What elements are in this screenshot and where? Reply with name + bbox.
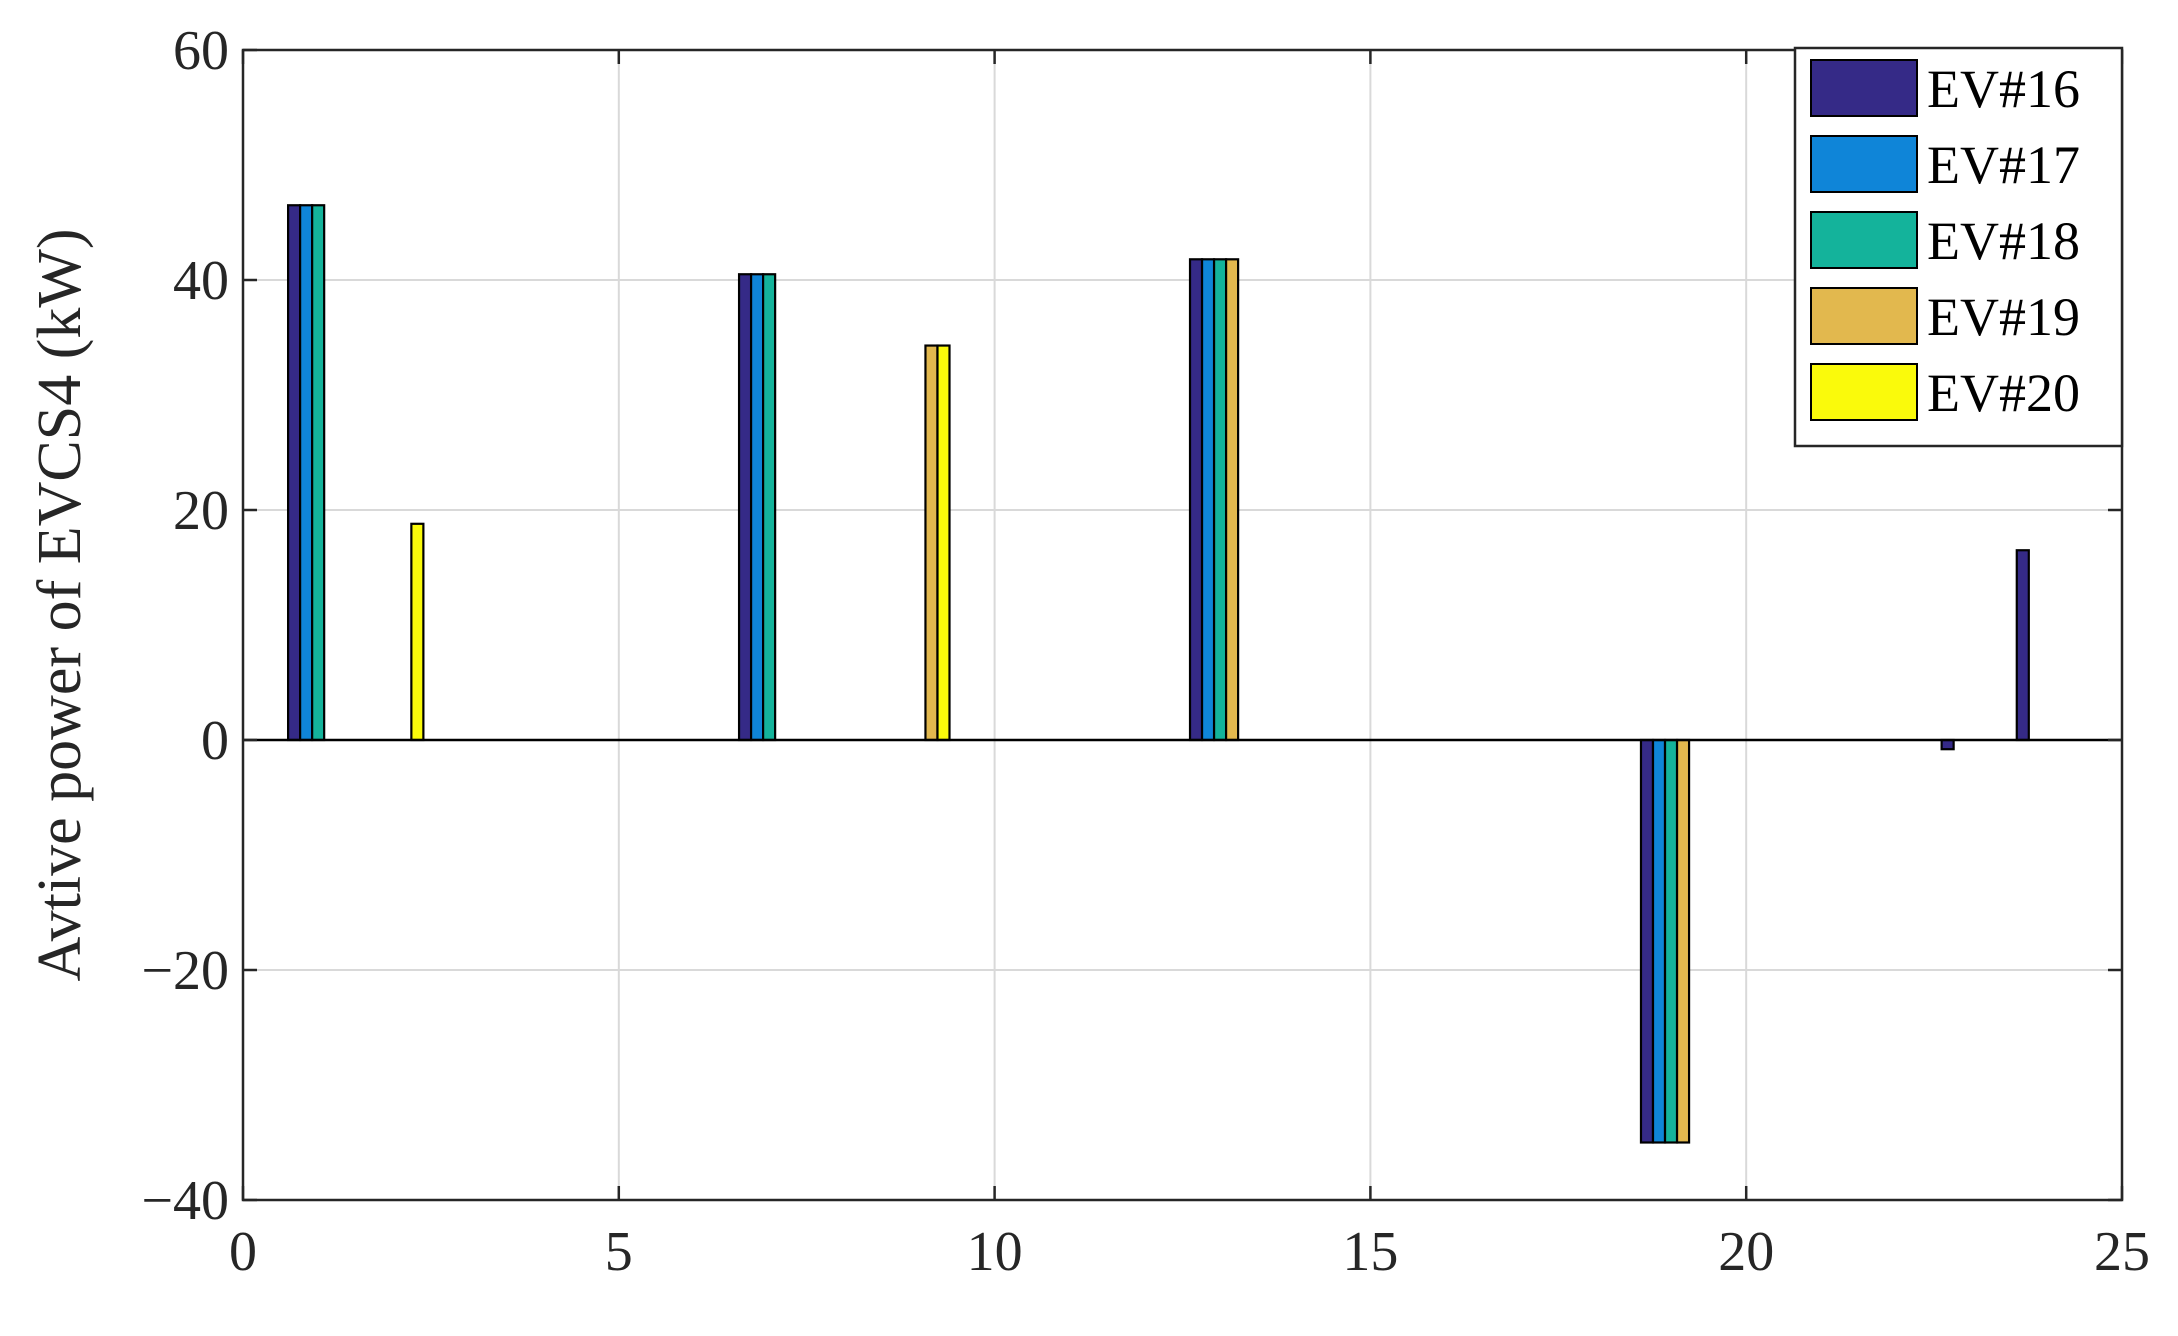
x-tick-label: 5 (605, 1221, 633, 1283)
legend-swatch-EV19 (1810, 287, 1918, 345)
legend-label-EV20: EV#20 (1927, 363, 2080, 423)
bar-EV18-x7 (762, 273, 777, 742)
plot-frame (241, 48, 2124, 1202)
y-tick-label: 0 (201, 710, 229, 772)
bar-EV17-x7 (749, 273, 765, 742)
legend-label-EV18: EV#18 (1927, 211, 2080, 271)
bar-EV16-x1 (286, 204, 302, 742)
legend-swatch-EV16 (1810, 59, 1918, 117)
bar-EV20-x9 (936, 344, 951, 742)
bar-EV18-x19 (1663, 738, 1679, 1144)
legend: EV#16 EV#17 EV#18 EV#19 EV#20 (1793, 46, 2124, 448)
x-tick-label: 20 (1718, 1221, 1774, 1283)
y-tick-label: 60 (173, 20, 229, 82)
x-tick-label: 0 (229, 1221, 257, 1283)
x-axis-ticks: 0 5 10 15 20 25 (229, 50, 2150, 1283)
x-tick-label: 10 (967, 1221, 1023, 1283)
bar-EV16-x19 (1639, 738, 1655, 1144)
bar-EV19-x13 (1224, 258, 1240, 742)
y-axis-ticks: 60 40 20 0 −20 −40 (141, 20, 2122, 1232)
legend-swatch-EV18 (1810, 211, 1918, 269)
bar-EV16-x23 (1940, 738, 1955, 751)
bars-group (286, 204, 2030, 1144)
bar-EV16-x24 (2015, 549, 2030, 742)
y-tick-label: 20 (173, 480, 229, 542)
x-tick-label: 25 (2094, 1221, 2150, 1283)
y-tick-label: 40 (173, 250, 229, 312)
bar-EV20-x2 (410, 522, 425, 742)
x-tick-label: 15 (1342, 1221, 1398, 1283)
bar-EV19-x9 (924, 344, 939, 742)
bar-EV16-x13 (1188, 258, 1204, 742)
legend-swatch-EV20 (1810, 363, 1918, 421)
bar-EV17-x1 (299, 204, 314, 742)
y-tick-label: −20 (141, 940, 229, 1002)
bar-EV16-x7 (737, 273, 753, 742)
bar-EV17-x19 (1651, 738, 1667, 1144)
bar-EV18-x1 (311, 204, 326, 742)
legend-label-EV19: EV#19 (1927, 287, 2080, 347)
legend-label-EV16: EV#16 (1927, 59, 2080, 119)
y-tick-label: −40 (141, 1170, 229, 1232)
bar-EV17-x13 (1200, 258, 1216, 742)
legend-label-EV17: EV#17 (1927, 135, 2080, 195)
bar-EV18-x13 (1212, 258, 1228, 742)
bar-EV19-x19 (1675, 738, 1691, 1144)
legend-swatch-EV17 (1810, 135, 1918, 193)
y-axis-label: Avtive power of EVCS4 (kW) (26, 228, 94, 981)
